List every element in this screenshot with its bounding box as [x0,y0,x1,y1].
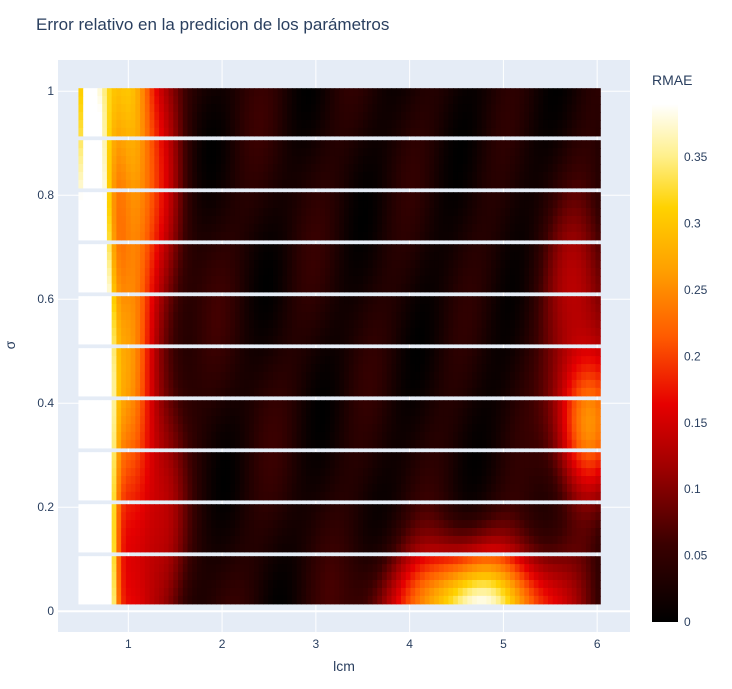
x-tick-label: 6 [594,637,601,651]
y-tick-label: 1 [47,84,54,98]
x-axis-label: lcm [333,658,355,674]
colorbar-tick-label: 0.3 [684,217,701,231]
colorbar-tick-label: 0 [684,615,691,629]
colorbar-tick-label: 0.1 [684,482,701,496]
x-axis-ticks: 1 2 3 4 5 6 [125,637,601,651]
x-tick-label: 2 [219,637,226,651]
colorbar-tick-label: 0.05 [684,549,708,563]
y-tick-label: 0.4 [37,396,54,410]
y-tick-label: 0.2 [37,500,54,514]
colorbar-ticks: 0 0.05 0.1 0.15 0.2 0.25 0.3 0.35 [684,150,708,629]
y-tick-label: 0 [47,604,54,618]
chart-title: Error relativo en la predicion de los pa… [36,15,389,34]
y-axis-ticks: 0 0.2 0.4 0.6 0.8 1 [37,84,54,618]
x-tick-label: 1 [125,637,132,651]
y-axis-label: σ [2,340,18,349]
colorbar-tick-label: 0.25 [684,283,708,297]
colorbar-tick-label: 0.2 [684,349,701,363]
colorbar [652,104,678,622]
colorbar-tick-label: 0.15 [684,416,708,430]
x-tick-label: 4 [406,637,413,651]
y-tick-label: 0.8 [37,188,54,202]
y-tick-label: 0.6 [37,292,54,306]
colorbar-title: RMAE [652,72,692,88]
x-tick-label: 3 [313,637,320,651]
colorbar-tick-label: 0.35 [684,150,708,164]
x-tick-label: 5 [500,637,507,651]
